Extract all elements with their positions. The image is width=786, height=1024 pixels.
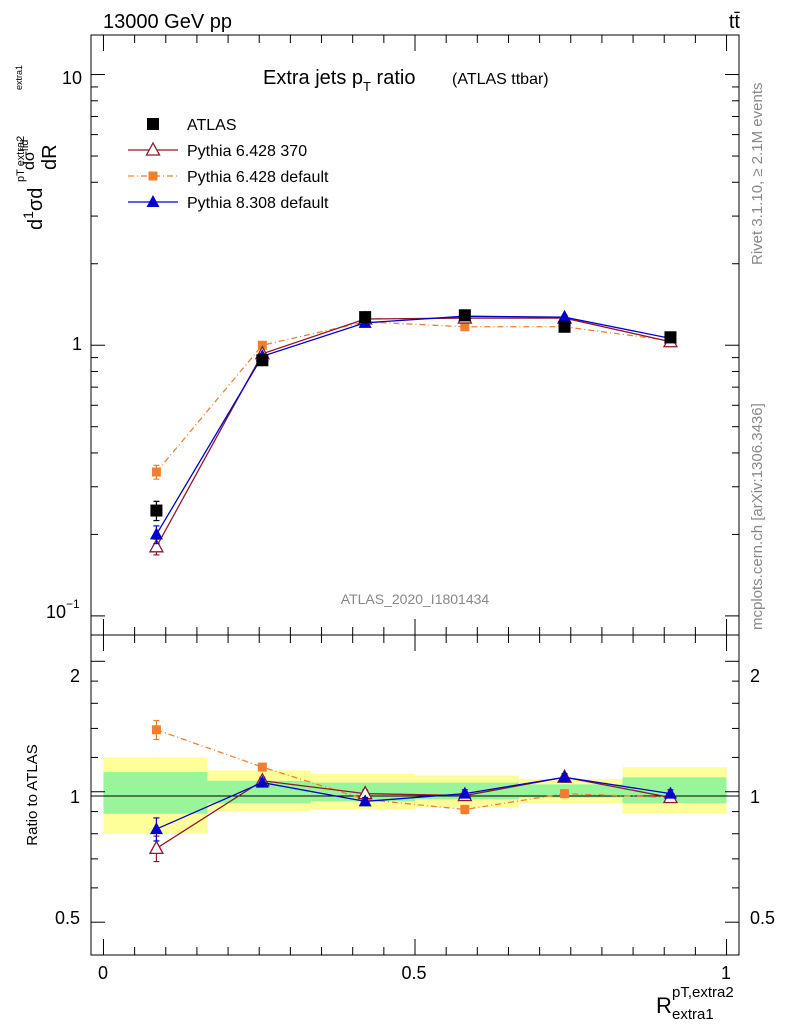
main-title-sub: (ATLAS ttbar)	[452, 71, 549, 88]
main-point-s0-p1	[256, 354, 269, 367]
x-tick-label-0p5: 0.5	[401, 963, 426, 983]
ratio-ylabel: Ratio to ATLAS	[24, 744, 41, 845]
legend-marker-3	[146, 195, 160, 207]
ratio-tick-label-1-right: 1	[750, 787, 760, 807]
ratio-point-s3-p5	[663, 786, 677, 799]
legend-marker-0	[147, 118, 159, 130]
main-series	[148, 309, 679, 556]
main-line-series-2	[155, 321, 671, 473]
svg-text:extra1: extra1	[14, 65, 24, 90]
ratio-tick-label-0p5: 0.5	[55, 908, 80, 928]
x-axis-label: R pT,extra2 extra1	[656, 984, 734, 1023]
main-point-s0-p4	[558, 320, 571, 333]
ratio-line-series-3	[156, 776, 671, 830]
ratio-point-s2-p1	[257, 762, 267, 772]
svg-text:d1σd: d1σd	[20, 188, 47, 230]
band-green-4	[519, 784, 623, 798]
legend-label-py6-default: Pythia 6.428 default	[187, 169, 329, 186]
main-tick-label-1: 1	[72, 334, 82, 354]
main-point-s3-p4	[558, 310, 572, 323]
main-title: Extra jets pT ratio	[263, 67, 415, 94]
ratio-point-s2-p3	[460, 804, 470, 814]
svg-text:extra1: extra1	[672, 1006, 714, 1023]
ratio-tick-label-0p5-right: 0.5	[750, 908, 775, 928]
main-point-s2-p1	[257, 340, 267, 350]
mcplots-label: mcplots.cern.ch [arXiv:1306.3436]	[749, 403, 766, 630]
ratio-point-s3-p0	[149, 822, 163, 835]
svg-text:pT extra2: pT extra2	[15, 136, 27, 182]
header-left: 13000 GeV pp	[103, 11, 232, 33]
svg-text:R: R	[656, 993, 672, 1018]
main-line-series-1	[155, 317, 671, 548]
ratio-point-s3-p2	[358, 794, 372, 807]
main-point-s2-p0	[151, 467, 161, 477]
ratio-point-s2-p0	[151, 725, 161, 735]
ratio-point-s3-p3	[458, 786, 472, 799]
ratio-series	[148, 719, 679, 863]
watermark: ATLAS_2020_I1801434	[341, 591, 490, 607]
ratio-point-s1-p0	[148, 840, 165, 855]
ratio-point-s3-p1	[255, 775, 269, 788]
band-green-0	[103, 772, 208, 814]
axis-ticks	[91, 35, 739, 955]
legend-marker-1	[145, 141, 161, 156]
main-line-series-3	[155, 315, 671, 535]
main-point-s0-p3	[458, 309, 471, 322]
ratio-point-s2-p4	[560, 789, 570, 799]
legend: ATLAS Pythia 6.428 370 Pythia 6.428 defa…	[128, 117, 329, 212]
header-right: tt̄	[729, 11, 741, 33]
ratio-point-s3-p4	[558, 770, 572, 783]
ratio-line-series-2	[156, 729, 671, 811]
main-point-s2-p3	[460, 322, 470, 332]
main-point-s1-p0	[148, 538, 165, 553]
legend-marker-2	[148, 171, 158, 181]
svg-text:dR: dR	[39, 144, 61, 170]
legend-label-py8-default: Pythia 8.308 default	[187, 195, 329, 212]
rivet-label: Rivet 3.1.10, ≥ 2.1M events	[749, 83, 766, 266]
legend-label-py6-370: Pythia 6.428 370	[187, 143, 307, 160]
main-point-s0-p2	[359, 311, 372, 324]
ratio-tick-label-2: 2	[70, 666, 80, 686]
main-ylabel: d1σd dσfid dR pT extra2 extra1	[14, 65, 61, 230]
svg-text:pT,extra2: pT,extra2	[672, 984, 734, 1001]
ratio-tick-label-1: 1	[70, 787, 80, 807]
main-tick-label-10: 10	[62, 68, 82, 88]
x-tick-label-1: 1	[721, 963, 731, 983]
main-tick-label-0p1: 10	[46, 602, 66, 622]
legend-label-atlas: ATLAS	[187, 117, 237, 134]
main-tick-label-0p1-exp: −1	[66, 597, 80, 611]
x-tick-label-0: 0	[98, 963, 108, 983]
main-point-s0-p0	[150, 504, 163, 517]
main-point-s3-p0	[149, 527, 163, 540]
main-point-s0-p5	[664, 331, 677, 344]
ratio-tick-label-2-right: 2	[750, 666, 760, 686]
